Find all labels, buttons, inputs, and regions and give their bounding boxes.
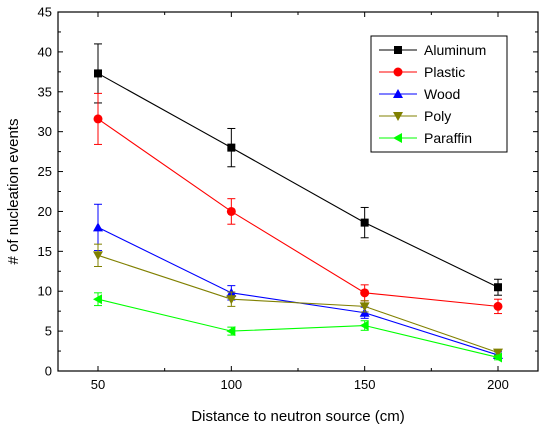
legend-label: Poly <box>424 108 451 124</box>
data-point <box>93 222 103 232</box>
legend-item-plastic: Plastic <box>379 64 465 80</box>
series-aluminum <box>94 43 502 296</box>
legend-marker <box>393 89 403 98</box>
series-line <box>97 254 499 354</box>
y-tick-label: 40 <box>38 44 52 59</box>
legend: Aluminum Plastic Wood Poly Paraffin <box>370 35 508 153</box>
data-point <box>226 326 236 337</box>
y-tick-label: 25 <box>38 164 52 179</box>
y-tick-label: 15 <box>38 244 52 259</box>
y-tick-label: 30 <box>38 124 52 139</box>
y-tick-label: 5 <box>45 324 52 339</box>
y-tick-label: 0 <box>45 364 52 379</box>
x-axis-title: Distance to neutron source (cm) <box>191 408 404 425</box>
legend-item-paraffin: Paraffin <box>379 130 472 146</box>
y-axis-title: # of nucleation events <box>5 119 22 265</box>
series-wood <box>93 203 503 360</box>
data-point <box>94 69 102 78</box>
data-point <box>360 288 370 298</box>
series-paraffin <box>93 292 502 363</box>
y-tick-label: 45 <box>38 5 52 20</box>
legend-label: Wood <box>424 86 460 102</box>
axes: 0 5 10 15 20 25 30 35 40 45 50 100 150 200 <box>38 5 539 392</box>
series-line <box>97 118 499 307</box>
legend-item-poly: Poly <box>379 108 451 124</box>
legend-marker <box>394 46 402 54</box>
data-point <box>93 294 102 305</box>
legend-marker <box>393 67 403 77</box>
legend-label: Aluminum <box>424 42 486 58</box>
x-tick-label: 150 <box>354 377 376 392</box>
data-point <box>493 352 502 363</box>
series-line <box>97 72 499 288</box>
data-point <box>93 114 103 124</box>
x-tick-label: 200 <box>487 377 509 392</box>
data-point <box>360 218 369 227</box>
x-tick-label: 100 <box>220 377 242 392</box>
data-point <box>359 302 370 312</box>
legend-label: Paraffin <box>424 130 472 146</box>
data-point <box>226 295 237 305</box>
data-point <box>493 301 503 311</box>
y-tick-label: 35 <box>38 84 52 99</box>
series-plastic <box>93 92 503 315</box>
y-tick-label: 10 <box>38 284 52 299</box>
y-tick-label: 20 <box>38 204 52 219</box>
data-point <box>227 143 236 152</box>
data-point <box>93 251 103 261</box>
legend-item-wood: Wood <box>379 86 460 102</box>
data-point <box>493 348 503 358</box>
legend-marker <box>393 133 402 143</box>
data-point <box>226 206 236 216</box>
series-line <box>97 298 499 358</box>
plot-marks <box>93 43 503 363</box>
x-tick-label: 50 <box>91 377 105 392</box>
legend-label: Plastic <box>424 64 465 80</box>
legend-marker <box>393 112 403 121</box>
series-poly <box>93 243 503 358</box>
series-line <box>97 226 499 356</box>
legend-item-aluminum: Aluminum <box>379 42 486 58</box>
data-point <box>494 283 502 292</box>
data-point <box>359 320 369 331</box>
